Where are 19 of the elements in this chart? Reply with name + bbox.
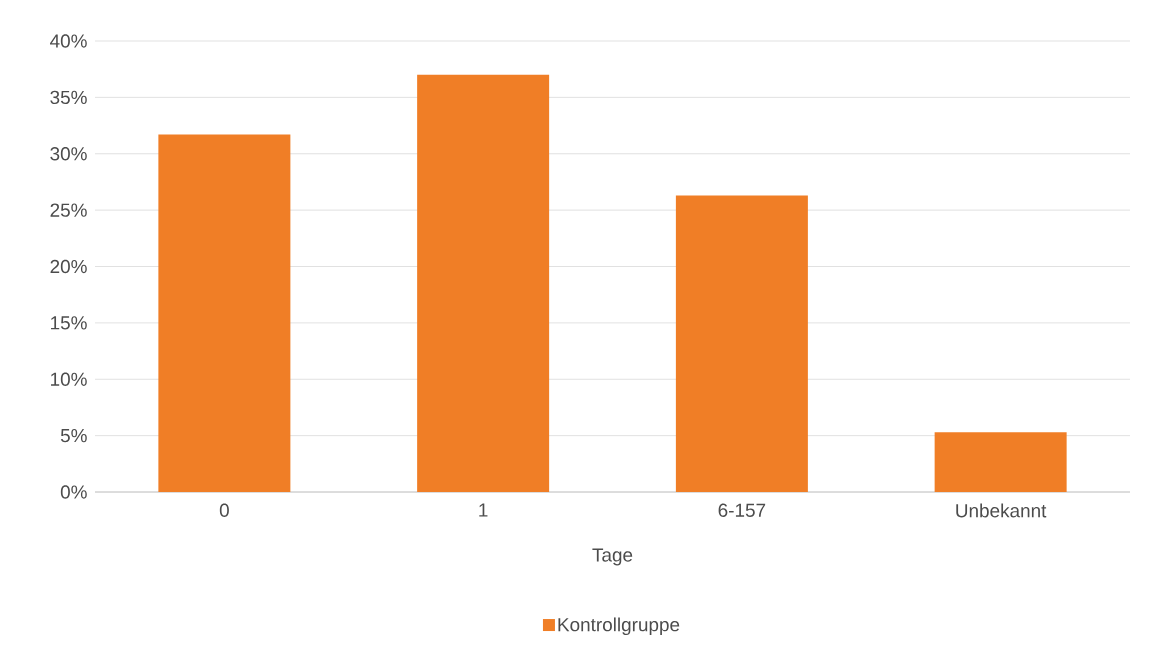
y-tick-label: 30% <box>50 147 87 161</box>
bar <box>158 134 291 492</box>
x-axis-title: Tage <box>592 548 633 566</box>
y-tick-label: 10% <box>51 372 87 386</box>
y-tick-label: 15% <box>51 316 87 330</box>
x-tick-label: 1 <box>479 503 488 517</box>
x-tick-label: Unbekannt <box>956 503 1047 518</box>
y-tick-label: 40% <box>50 34 87 48</box>
y-tick-label: 0% <box>60 485 87 499</box>
bar <box>934 432 1067 492</box>
x-tick-label: 6-157 <box>718 503 766 517</box>
x-tick-label: 0 <box>219 503 229 517</box>
y-tick-label: 35% <box>50 90 87 105</box>
legend-label: Kontrollgruppe <box>558 617 680 636</box>
y-tick-label: 5% <box>60 428 87 443</box>
y-tick-label: 20% <box>50 259 87 274</box>
y-tick-label: 25% <box>50 203 87 217</box>
bar <box>675 195 808 492</box>
bar <box>417 74 550 492</box>
